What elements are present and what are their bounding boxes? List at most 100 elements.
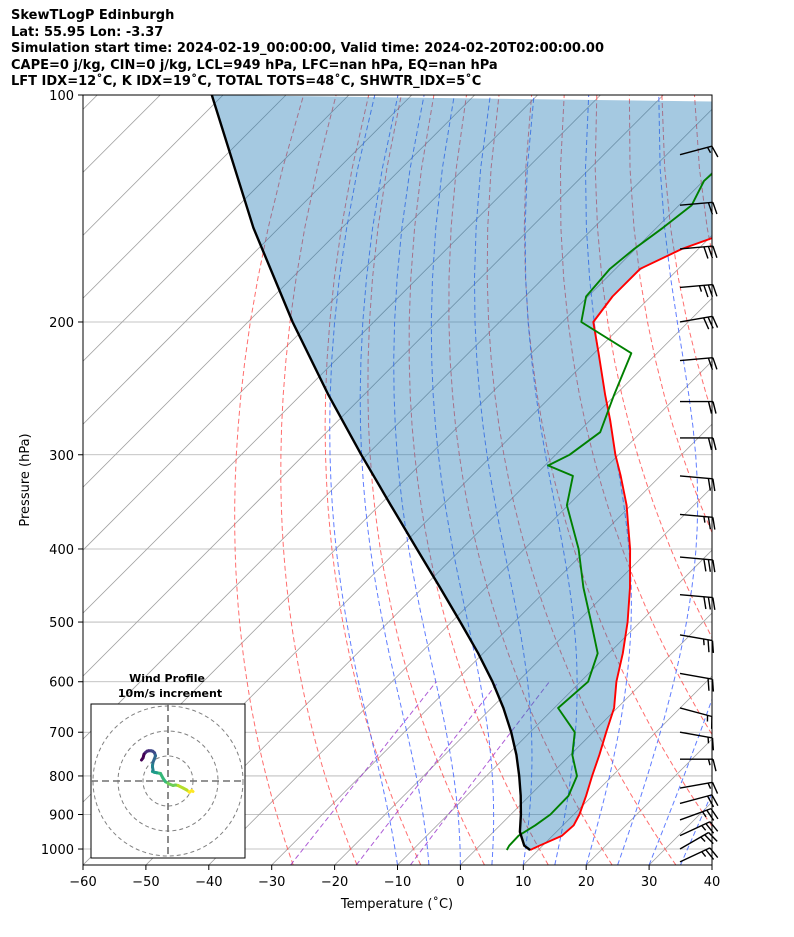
chart-header: SkewTLogP Edinburgh Lat: 55.95 Lon: -3.3…	[11, 8, 791, 91]
y-axis-label: Pressure (hPa)	[18, 433, 33, 526]
dry-adiabat	[559, 95, 712, 736]
isotherm-line	[460, 612, 712, 865]
dewpoint-line	[505, 172, 712, 851]
y-tick-label: 300	[49, 449, 74, 464]
x-tick-label: −40	[195, 875, 222, 890]
isotherm-line	[271, 423, 712, 865]
isotherm-line	[523, 675, 712, 865]
time-line: Simulation start time: 2024-02-19_00:00:…	[11, 41, 604, 56]
isotherm-line	[83, 108, 712, 740]
isotherm-line	[208, 360, 712, 865]
x-tick-label: −10	[384, 875, 411, 890]
y-axis-ticks: 1000 900 800 700 600 500 400 300 200 100	[41, 89, 83, 858]
wind-barb	[679, 634, 715, 654]
isotherm-line	[83, 95, 538, 551]
inset-subtitle: 10m/s increment	[118, 687, 222, 700]
wind-barb	[679, 731, 715, 751]
isotherm-line	[397, 549, 712, 865]
chart-title: SkewTLogP Edinburgh	[11, 8, 175, 23]
dry-adiabat	[448, 95, 613, 865]
moist-adiabat	[329, 95, 398, 865]
indices-line-2: LFT IDX=12˚C, K IDX=19˚C, TOTAL TOTS=48˚…	[11, 74, 482, 89]
wind-barb	[679, 847, 719, 863]
dry-adiabat	[760, 95, 794, 865]
moist-adiabat	[359, 95, 430, 865]
inset-title: Wind Profile	[129, 672, 205, 685]
isotherm-line	[83, 95, 287, 299]
moist-adiabat	[393, 95, 461, 865]
wind-barb	[680, 758, 717, 772]
dry-adiabat	[280, 95, 358, 865]
moist-adiabat	[524, 95, 578, 865]
dry-adiabat	[486, 95, 677, 865]
isotherm-line	[83, 95, 601, 614]
x-tick-label: 0	[456, 875, 464, 890]
mixing-ratio-line	[290, 681, 437, 865]
isotherm-line	[83, 95, 224, 236]
wind-barb	[679, 475, 716, 492]
y-tick-label: 200	[49, 316, 74, 331]
x-tick-label: 30	[641, 875, 658, 890]
hodograph-segment	[140, 756, 145, 762]
y-tick-label: 700	[49, 726, 74, 741]
wind-barb	[679, 794, 719, 808]
moist-adiabat	[473, 95, 533, 865]
mixing-ratio-line	[355, 681, 499, 865]
sounding-profiles	[210, 95, 712, 851]
isotherm-line	[83, 95, 350, 362]
wind-barbs	[679, 145, 719, 863]
wind-barb	[679, 821, 719, 837]
dry-adiabat	[367, 95, 485, 865]
isotherm-line	[145, 297, 712, 865]
y-tick-label: 800	[49, 770, 74, 785]
x-tick-label: −30	[258, 875, 285, 890]
isotherm-line	[83, 95, 475, 488]
moist-adiabat	[711, 863, 712, 865]
y-tick-label: 400	[49, 543, 74, 558]
temperature-line	[529, 237, 712, 851]
isotherm-line	[83, 95, 664, 677]
wind-barb	[680, 437, 717, 451]
wind-barb	[679, 556, 716, 573]
moist-adiabat	[430, 95, 495, 865]
x-axis-label: Temperature (˚C)	[340, 896, 453, 912]
cape-cin-fill	[211, 95, 712, 850]
dry-adiabat	[408, 95, 549, 865]
dry-adiabat	[727, 95, 794, 865]
y-tick-label: 100	[49, 89, 74, 104]
wind-barb	[680, 400, 717, 414]
x-tick-label: −60	[69, 875, 96, 890]
x-tick-label: 20	[578, 875, 595, 890]
indices-line-1: CAPE=0 j/kg, CIN=0 j/kg, LCL=949 hPa, LF…	[11, 57, 498, 73]
parcel-line	[210, 95, 531, 851]
x-tick-label: 10	[515, 875, 532, 890]
location-line: Lat: 55.95 Lon: -3.37	[11, 24, 164, 40]
wind-barb	[679, 781, 719, 794]
moist-adiabat	[617, 95, 699, 865]
x-tick-label: 40	[704, 875, 721, 890]
y-tick-label: 600	[49, 676, 74, 691]
moist-adiabat	[648, 697, 712, 865]
dry-adiabat	[234, 95, 305, 865]
wind-barb	[679, 513, 716, 530]
hodograph-inset: Wind Profile 10m/s increment	[90, 672, 246, 859]
wind-barb	[679, 145, 719, 158]
dry-adiabat	[594, 95, 712, 639]
isotherm-line	[775, 95, 794, 865]
x-tick-label: −50	[132, 875, 159, 890]
wind-barb	[679, 672, 715, 692]
mixing-ratio-line	[409, 681, 550, 865]
isotherm-line	[334, 486, 712, 865]
x-axis-ticks: −60 −50 −40 −30 −20 −10 0 10 20 30 40	[69, 865, 720, 890]
cin-shading	[211, 95, 712, 850]
y-tick-label: 500	[49, 616, 74, 631]
y-tick-label: 1000	[41, 843, 74, 858]
inset-content	[91, 704, 245, 858]
wind-barb	[679, 594, 716, 610]
y-tick-label: 900	[49, 809, 74, 824]
x-tick-label: −20	[321, 875, 348, 890]
wind-barb	[679, 283, 718, 298]
isotherm-line	[83, 95, 413, 425]
isotherm-line	[711, 864, 712, 865]
